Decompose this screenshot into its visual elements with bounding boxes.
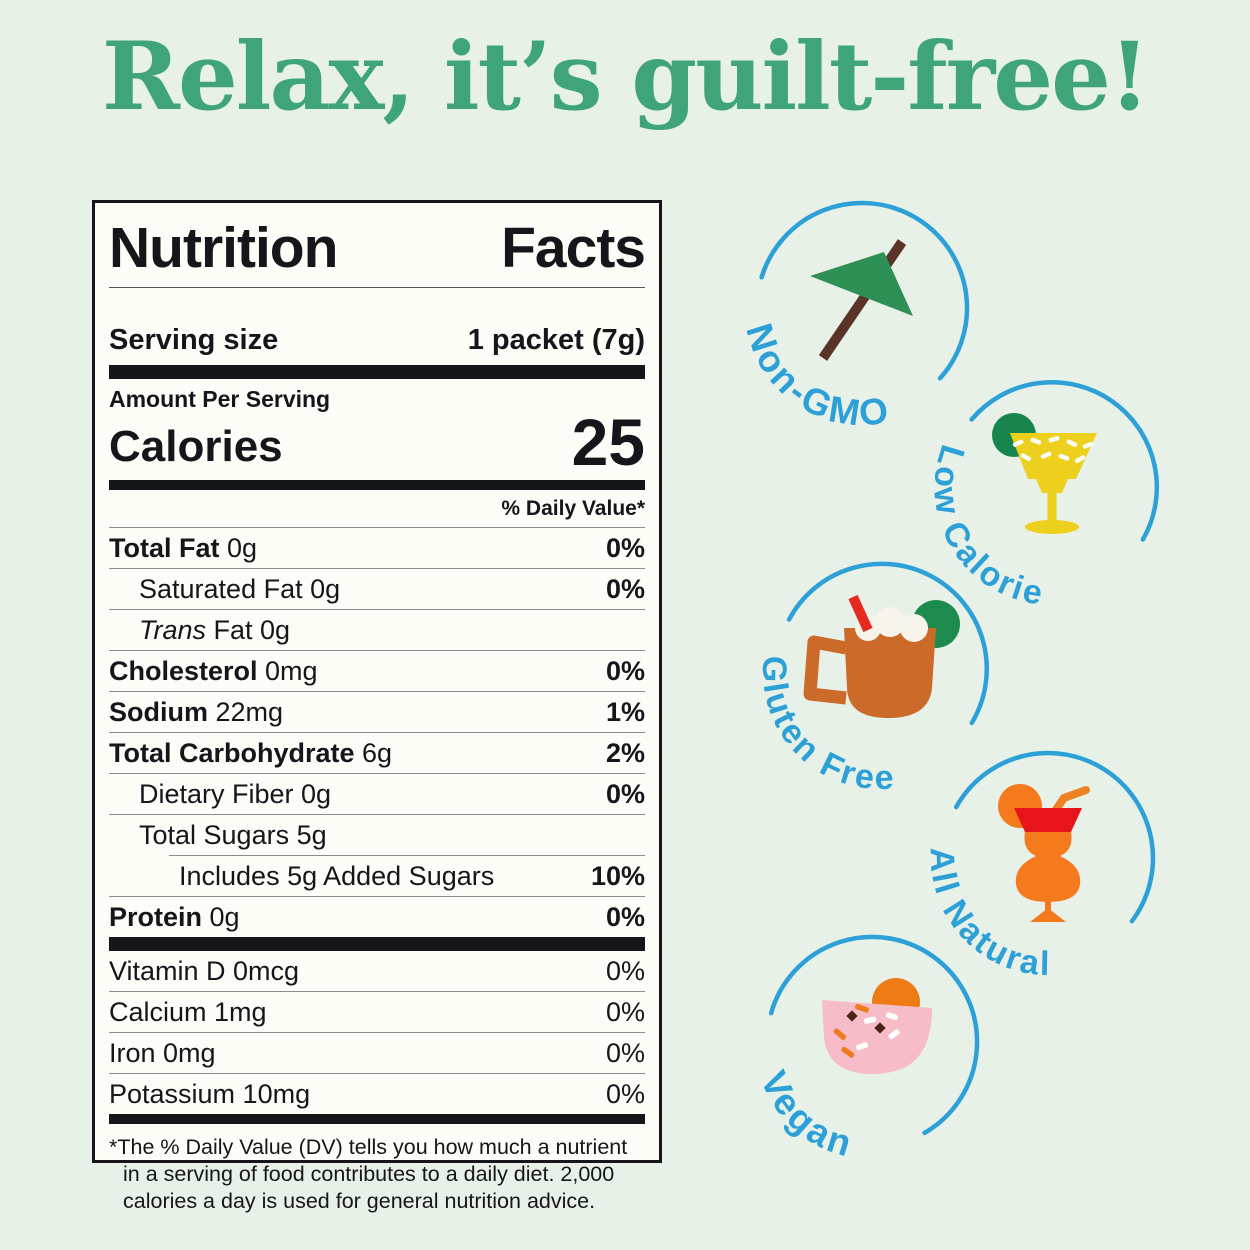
divider-thick — [109, 937, 645, 952]
divider-thick — [109, 365, 645, 379]
divider-medium — [109, 480, 645, 491]
badge-all-natural: All Natural — [923, 750, 1156, 983]
nutrient-row-added-sugars: Includes 5g Added Sugars 10% — [169, 855, 645, 896]
vitamin-row-calcium: Calcium 1mg 0% — [109, 991, 645, 1032]
badge-non-gmo: Non-GMO — [738, 200, 970, 434]
tropical-drink-icon — [998, 784, 1090, 922]
badge-circle — [759, 200, 970, 381]
badge-circle — [953, 750, 1156, 924]
label-title: Nutrition Facts — [109, 213, 646, 288]
serving-size-value: 1 packet (7g) — [467, 324, 645, 356]
nutrient-row-cholesterol: Cholesterol 0mg 0% — [109, 650, 645, 691]
daily-value-header: % Daily Value* — [501, 497, 645, 521]
vitamin-row-iron: Iron 0mg 0% — [109, 1032, 645, 1073]
badge-label: Vegan — [753, 1065, 856, 1165]
amount-per-serving: Amount Per Serving — [109, 386, 331, 412]
nutrient-row-total-sugars: Total Sugars 5g — [109, 814, 645, 855]
nutrient-row-total-fat: Total Fat 0g 0% — [109, 527, 645, 568]
label-title-word-1: Nutrition — [109, 216, 338, 280]
calories-row: Calories 25 — [109, 405, 645, 479]
badge-circle — [768, 934, 980, 1136]
nutrient-row-sodium: Sodium 22mg 1% — [109, 691, 645, 732]
nutrient-row-total-carbohydrate: Total Carbohydrate 6g 2% — [109, 732, 645, 773]
label-title-word-2: Facts — [501, 216, 646, 280]
badge-label: Non-GMO — [738, 319, 890, 434]
pink-cocktail-icon — [822, 978, 932, 1075]
divider-medium — [109, 1114, 645, 1125]
svg-text:Vegan: Vegan — [753, 1065, 859, 1165]
serving-size-label: Serving size — [109, 324, 279, 356]
nutrient-row-trans-fat: Trans Fat 0g — [109, 609, 645, 650]
nutrition-facts-label: Nutrition Facts Serving size 1 packet (7… — [92, 200, 662, 1213]
nutrient-row-saturated-fat: Saturated Fat 0g 0% — [109, 568, 645, 609]
calories-label: Calories — [109, 421, 283, 471]
headline: Relax, it’s guilt-free! — [101, 22, 1150, 132]
svg-text:Non-GMO: Non-GMO — [738, 319, 893, 434]
serving-size-row: Serving size 1 packet (7g) — [109, 324, 645, 365]
daily-value-footnote: *The % Daily Value (DV) tells you how mu… — [109, 1135, 628, 1214]
badge-circle — [786, 561, 990, 726]
calories-value: 25 — [571, 405, 645, 479]
badge-vegan: Vegan — [753, 934, 980, 1165]
cocktail-umbrella-icon — [810, 239, 913, 361]
badge-circle — [969, 379, 1160, 542]
margarita-glass-icon — [992, 413, 1097, 534]
nutrient-row-dietary-fiber: Dietary Fiber 0g 0% — [109, 773, 645, 814]
vitamin-row-vitamin-d: Vitamin D 0mcg 0% — [109, 955, 645, 986]
badge-gluten-free: Gluten Free — [755, 561, 990, 797]
mule-mug-icon — [803, 594, 960, 718]
vitamin-row-potassium: Potassium 10mg 0% — [109, 1073, 645, 1114]
nutrient-row-protein: Protein 0g 0% — [109, 896, 645, 937]
